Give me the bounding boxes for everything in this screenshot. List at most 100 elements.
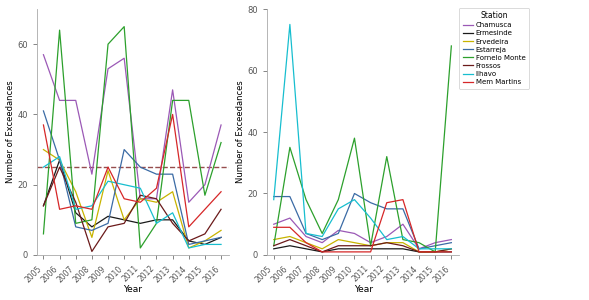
Ermesinde [415,250,422,254]
Chamusca [319,241,326,244]
Ervedeira [335,238,342,242]
Fornelo Monte [367,244,374,247]
Ilhavo [448,247,455,250]
Chamusca [367,241,374,244]
Frossos [383,241,391,244]
Ermesinde [335,247,342,250]
Estarreja [335,232,342,235]
Estarreja [303,232,310,235]
Frossos [319,250,326,254]
Mem Martins [367,250,374,254]
Frossos [351,244,358,247]
Ermesinde [448,250,455,254]
Ermesinde [432,250,439,254]
Fornelo Monte [270,244,277,247]
Chamusca [399,222,406,226]
Frossos [399,244,406,247]
Estarreja [319,238,326,242]
Line: Estarreja: Estarreja [274,194,451,249]
Frossos [286,238,293,242]
Ervedeira [303,241,310,244]
Ermesinde [351,247,358,250]
Ervedeira [448,247,455,250]
Fornelo Monte [383,155,391,158]
Estarreja [351,192,358,195]
Fornelo Monte [448,44,455,48]
Ilhavo [319,235,326,238]
Ervedeira [367,244,374,247]
Estarreja [270,195,277,198]
Ilhavo [399,235,406,238]
Mem Martins [399,198,406,201]
Ilhavo [351,198,358,201]
Ervedeira [415,250,422,254]
Fornelo Monte [351,136,358,140]
Fornelo Monte [286,146,293,149]
Ervedeira [286,235,293,238]
Ilhavo [270,198,277,201]
Chamusca [286,216,293,220]
Estarreja [383,207,391,211]
Ermesinde [399,247,406,250]
Ermesinde [286,244,293,247]
Frossos [270,244,277,247]
Fornelo Monte [319,232,326,235]
Line: Ermesinde: Ermesinde [274,246,451,252]
Ervedeira [432,250,439,254]
Chamusca [432,241,439,244]
Ervedeira [270,238,277,242]
Y-axis label: Number of Exceedances: Number of Exceedances [236,81,245,183]
Line: Fornelo Monte: Fornelo Monte [274,46,451,252]
Estarreja [367,201,374,205]
Chamusca [303,235,310,238]
Line: Ilhavo: Ilhavo [274,24,451,249]
Chamusca [383,235,391,238]
Fornelo Monte [335,198,342,201]
Mem Martins [270,226,277,229]
Estarreja [286,195,293,198]
Ermesinde [270,247,277,250]
Ilhavo [286,22,293,26]
X-axis label: Year: Year [354,285,373,294]
X-axis label: Year: Year [124,285,143,294]
Frossos [303,244,310,247]
Fornelo Monte [415,241,422,244]
Frossos [415,250,422,254]
Ermesinde [383,247,391,250]
Line: Mem Martins: Mem Martins [274,200,451,252]
Fornelo Monte [399,238,406,242]
Mem Martins [432,250,439,254]
Ervedeira [399,241,406,244]
Frossos [367,244,374,247]
Frossos [448,247,455,250]
Line: Chamusca: Chamusca [274,218,451,249]
Line: Frossos: Frossos [274,240,451,252]
Legend: Chamusca, Ermesinde, Ervedeira, Estarreja, Fornelo Monte, Frossos, Ilhavo, Mem M: Chamusca, Ermesinde, Ervedeira, Estarrej… [459,8,529,89]
Ilhavo [303,232,310,235]
Mem Martins [415,250,422,254]
Frossos [335,244,342,247]
Ilhavo [383,238,391,242]
Chamusca [415,247,422,250]
Ermesinde [303,247,310,250]
Line: Ervedeira: Ervedeira [274,236,451,252]
Fornelo Monte [432,250,439,254]
Y-axis label: Number of Exceedances: Number of Exceedances [5,81,15,183]
Mem Martins [286,226,293,229]
Ermesinde [319,250,326,254]
Ilhavo [367,216,374,220]
Mem Martins [383,201,391,205]
Chamusca [270,222,277,226]
Ilhavo [335,207,342,211]
Mem Martins [448,250,455,254]
Mem Martins [335,250,342,254]
Estarreja [448,241,455,244]
Mem Martins [303,241,310,244]
Ilhavo [415,247,422,250]
Ervedeira [383,241,391,244]
Ermesinde [367,247,374,250]
Estarreja [432,244,439,247]
Chamusca [335,229,342,232]
Frossos [432,250,439,254]
Estarreja [399,207,406,211]
